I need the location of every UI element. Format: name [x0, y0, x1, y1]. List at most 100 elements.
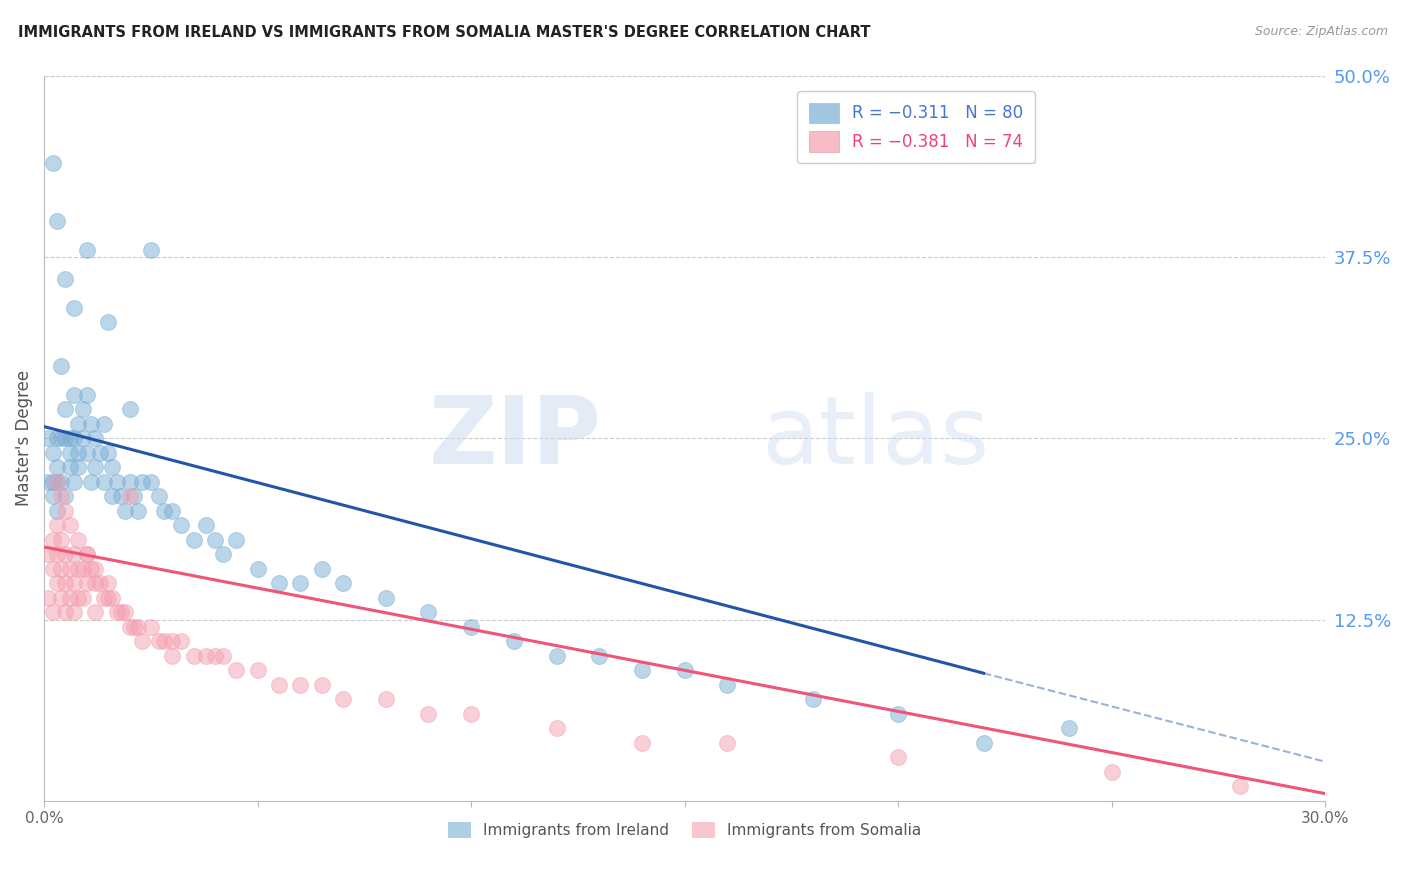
Point	[76, 243, 98, 257]
Point	[122, 489, 145, 503]
Point	[93, 417, 115, 431]
Point	[59, 460, 82, 475]
Point	[41, 489, 63, 503]
Point	[41, 155, 63, 169]
Point	[37, 431, 59, 445]
Point	[97, 576, 120, 591]
Point	[290, 576, 312, 591]
Point	[546, 648, 568, 663]
Point	[973, 736, 995, 750]
Point	[93, 475, 115, 489]
Point	[267, 576, 290, 591]
Point	[374, 692, 396, 706]
Point	[80, 475, 103, 489]
Point	[97, 315, 120, 329]
Point	[110, 489, 132, 503]
Point	[183, 648, 205, 663]
Point	[716, 678, 738, 692]
Text: ZIP: ZIP	[429, 392, 602, 484]
Point	[101, 591, 124, 605]
Point	[55, 271, 77, 285]
Point	[41, 562, 63, 576]
Point	[148, 489, 170, 503]
Point	[55, 547, 77, 561]
Point	[63, 576, 86, 591]
Point	[118, 475, 141, 489]
Point	[63, 431, 86, 445]
Point	[332, 692, 354, 706]
Point	[105, 605, 128, 619]
Point	[170, 518, 193, 533]
Point	[97, 446, 120, 460]
Point	[716, 736, 738, 750]
Point	[246, 562, 269, 576]
Point	[1057, 722, 1080, 736]
Point	[290, 678, 312, 692]
Point	[131, 475, 153, 489]
Point	[418, 706, 440, 721]
Point	[67, 417, 90, 431]
Point	[160, 504, 183, 518]
Point	[67, 460, 90, 475]
Point	[55, 504, 77, 518]
Point	[63, 475, 86, 489]
Point	[105, 475, 128, 489]
Point	[93, 591, 115, 605]
Point	[59, 518, 82, 533]
Point	[114, 605, 136, 619]
Point	[76, 576, 98, 591]
Point	[267, 678, 290, 692]
Point	[160, 634, 183, 648]
Point	[1229, 780, 1251, 794]
Point	[51, 431, 73, 445]
Point	[118, 489, 141, 503]
Point	[76, 547, 98, 561]
Point	[160, 648, 183, 663]
Point	[101, 460, 124, 475]
Point	[84, 576, 107, 591]
Point	[139, 475, 162, 489]
Point	[51, 533, 73, 547]
Point	[80, 562, 103, 576]
Point	[170, 634, 193, 648]
Point	[72, 562, 94, 576]
Point	[887, 750, 910, 764]
Point	[225, 533, 247, 547]
Point	[1101, 764, 1123, 779]
Point	[59, 431, 82, 445]
Point	[212, 648, 235, 663]
Point	[67, 446, 90, 460]
Point	[45, 547, 67, 561]
Point	[118, 402, 141, 417]
Point	[127, 620, 149, 634]
Point	[76, 446, 98, 460]
Point	[152, 634, 174, 648]
Point	[37, 547, 59, 561]
Point	[139, 243, 162, 257]
Point	[110, 605, 132, 619]
Point	[51, 359, 73, 373]
Point	[59, 591, 82, 605]
Point	[59, 446, 82, 460]
Point	[631, 736, 654, 750]
Point	[418, 605, 440, 619]
Point	[45, 504, 67, 518]
Point	[63, 301, 86, 315]
Point	[311, 678, 333, 692]
Point	[139, 620, 162, 634]
Point	[246, 663, 269, 677]
Point	[97, 591, 120, 605]
Point	[45, 475, 67, 489]
Point	[55, 431, 77, 445]
Point	[887, 706, 910, 721]
Point	[101, 489, 124, 503]
Point	[45, 213, 67, 227]
Point	[41, 446, 63, 460]
Text: IMMIGRANTS FROM IRELAND VS IMMIGRANTS FROM SOMALIA MASTER'S DEGREE CORRELATION C: IMMIGRANTS FROM IRELAND VS IMMIGRANTS FR…	[18, 25, 870, 40]
Point	[84, 460, 107, 475]
Point	[204, 533, 226, 547]
Point	[374, 591, 396, 605]
Point	[801, 692, 824, 706]
Point	[76, 387, 98, 401]
Point	[41, 605, 63, 619]
